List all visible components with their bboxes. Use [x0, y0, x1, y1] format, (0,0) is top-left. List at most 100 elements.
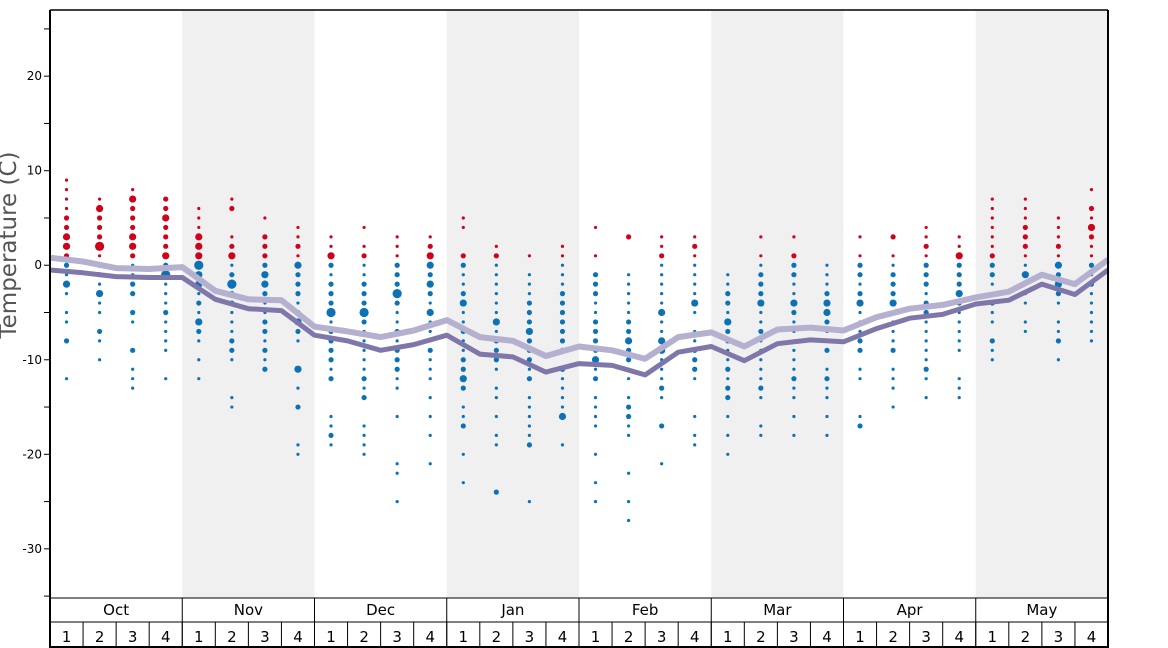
dot [592, 281, 599, 287]
dot [759, 377, 763, 381]
dot [526, 357, 533, 363]
dot [395, 339, 399, 343]
dot [924, 320, 928, 324]
dot [1056, 235, 1061, 239]
dot [129, 233, 137, 241]
dot [527, 499, 532, 504]
dot [559, 319, 566, 325]
dot [560, 282, 565, 286]
dot [825, 395, 829, 400]
dot [196, 300, 202, 306]
dot [130, 281, 136, 287]
dot [328, 432, 334, 439]
dot [195, 242, 203, 250]
dot [725, 394, 731, 401]
dot [230, 263, 234, 267]
dot [164, 320, 168, 324]
dot [625, 404, 632, 410]
dot [359, 307, 369, 318]
dot [560, 386, 565, 390]
dot [660, 329, 664, 334]
dot [726, 433, 730, 438]
dot [825, 367, 829, 371]
dot [560, 395, 565, 400]
dot [95, 204, 104, 213]
dot [726, 452, 730, 456]
dot [658, 308, 666, 317]
dot [97, 310, 102, 315]
dot [791, 309, 797, 316]
dot [163, 234, 169, 240]
dot [227, 279, 237, 289]
dot [693, 254, 697, 258]
dot [660, 301, 664, 305]
dot [326, 307, 336, 318]
dot [460, 385, 466, 391]
month-label-oct: Oct [103, 601, 129, 619]
month-bands [182, 10, 1108, 598]
dot [725, 328, 731, 335]
dot [857, 291, 863, 297]
dot [1089, 292, 1094, 296]
dot [329, 443, 333, 447]
dot [263, 216, 267, 220]
dot [759, 424, 763, 428]
dot [296, 254, 300, 258]
dot [1089, 216, 1094, 220]
dot [726, 377, 730, 381]
dot [989, 262, 995, 268]
dot [759, 235, 763, 239]
dot [163, 205, 169, 212]
dot [1023, 254, 1027, 258]
dot [692, 243, 698, 249]
dot [494, 244, 498, 248]
dot [592, 338, 599, 344]
dot [891, 339, 895, 343]
dot [95, 290, 104, 298]
month-band-nov [182, 10, 315, 598]
week-label: 1 [855, 628, 865, 646]
dot [858, 310, 862, 315]
dot [494, 263, 498, 267]
dot [362, 339, 366, 343]
dot [131, 386, 135, 390]
dot [428, 462, 432, 466]
dot [97, 301, 102, 305]
week-label: 1 [326, 628, 336, 646]
dot [130, 291, 136, 297]
dot [262, 253, 268, 259]
dot [229, 205, 235, 212]
dot [891, 263, 895, 267]
dot [64, 206, 69, 211]
dot [1087, 223, 1096, 232]
dot [361, 376, 367, 382]
dot [427, 243, 433, 249]
week-label: 2 [492, 628, 502, 646]
dot [790, 299, 798, 307]
dot [857, 347, 863, 353]
dot [759, 433, 763, 438]
dot [924, 254, 928, 258]
dot [261, 280, 269, 288]
dot [593, 225, 598, 230]
dot [1022, 234, 1028, 240]
week-label: 3 [657, 628, 667, 646]
dot [295, 272, 301, 278]
dot [527, 395, 532, 400]
dot [593, 367, 598, 371]
dot [693, 433, 697, 438]
series-line-dark [49, 267, 1110, 378]
dot [891, 386, 895, 390]
dot [990, 197, 994, 201]
dot [990, 310, 994, 315]
dot [493, 357, 499, 363]
dot [890, 272, 896, 278]
dot [560, 273, 565, 277]
dot [526, 442, 533, 448]
dot [329, 235, 333, 239]
dot [64, 188, 69, 192]
dot [559, 328, 566, 335]
week-label: 2 [227, 628, 237, 646]
dot [625, 328, 632, 335]
dot [957, 395, 961, 400]
